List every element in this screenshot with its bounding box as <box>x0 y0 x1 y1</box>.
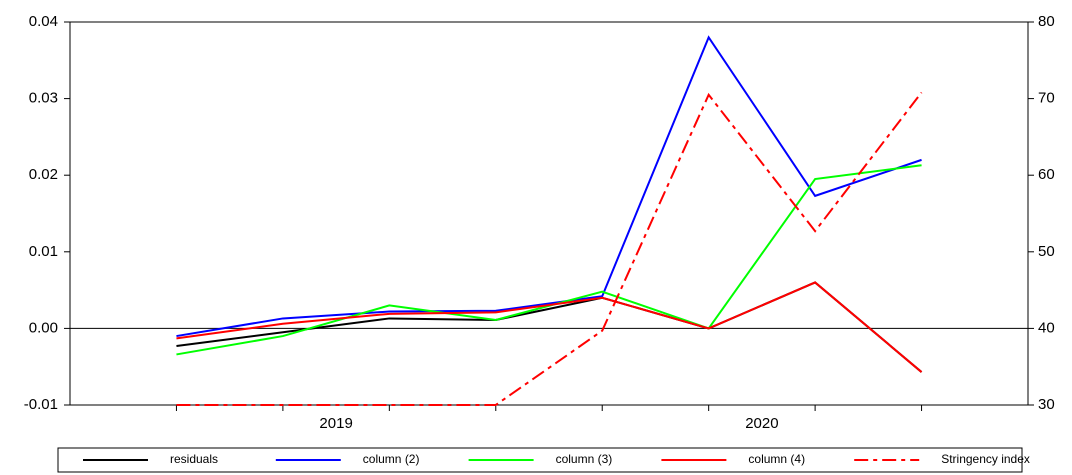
legend-box <box>57 447 1023 473</box>
y-tick-label: 0.03 <box>29 90 58 107</box>
x-group-label: 2019 <box>319 415 352 432</box>
legend-label: column (3) <box>556 452 613 466</box>
y2-tick-label: 30 <box>1038 396 1055 413</box>
legend-label: residuals <box>170 452 218 466</box>
y-tick-label: 0.01 <box>29 243 58 260</box>
y2-tick-label: 40 <box>1038 319 1055 336</box>
legend-label: column (2) <box>363 452 420 466</box>
legend: residuals column (2) column (3) column (4) S… <box>83 452 1030 466</box>
legend-label: Stringency index <box>941 452 1030 466</box>
series-line <box>176 35 922 338</box>
series-line <box>176 164 922 356</box>
y2-tick-label: 70 <box>1038 90 1055 107</box>
y2-tick-label: 60 <box>1038 166 1055 183</box>
y2-tick-label: 50 <box>1038 243 1055 260</box>
y2-tick-label: 80 <box>1038 13 1055 30</box>
series-line <box>176 281 923 373</box>
y-tick-label: 0.02 <box>29 166 58 183</box>
y-tick-label: 0.00 <box>29 319 58 336</box>
series-line <box>176 91 923 406</box>
legend-label: column (4) <box>748 452 805 466</box>
y-tick-label: 0.04 <box>29 13 58 30</box>
series-line <box>176 281 923 373</box>
x-group-label: 2020 <box>745 415 778 432</box>
y-tick-label: -0.01 <box>24 396 58 413</box>
plot-frame <box>69 21 1029 406</box>
